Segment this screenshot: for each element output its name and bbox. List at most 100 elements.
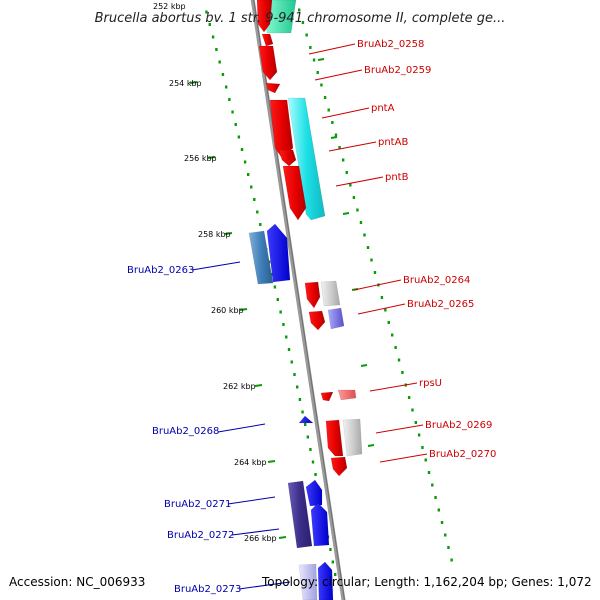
ruler-dot [312,58,316,62]
leader-line [328,141,377,152]
gene-arrow-steel [248,230,274,285]
ruler-dot [450,558,453,562]
ruler-major-tick [207,156,216,159]
gene-label[interactable]: BruAb2_0271 [164,499,231,510]
gene-label[interactable]: BruAb2_0273 [174,584,241,595]
ruler-dot [414,421,418,424]
ruler-dot [380,296,384,299]
ruler-major-tick [278,536,287,539]
ruler-dot [373,271,377,274]
ruler-dot [296,385,299,389]
ruler-dot [334,133,338,137]
ruler-major-tick [189,81,198,84]
gene-label[interactable]: pntB [385,172,409,183]
ruler-dot [356,208,359,212]
ruler-dots [189,8,453,576]
gene-arrow-red [320,391,334,402]
gene-arrow-red [330,456,348,477]
leader-line [353,279,402,291]
ruler-dot [298,398,302,401]
ruler-major-tick [224,232,233,235]
leader-line [238,581,291,590]
gene-label[interactable]: BruAb2_0265 [407,299,474,310]
gene-label[interactable]: BruAb2_0263 [127,265,194,276]
tick-label: 252 kbp [153,2,186,11]
gene-label[interactable]: BruAb2_0270 [429,449,496,460]
ruler-dot [218,60,221,64]
ruler-dot [293,373,296,376]
ruler-dot [444,533,447,537]
gene-features [248,0,363,600]
ruler-dot [215,48,218,51]
ruler-dot [311,460,315,464]
ruler-dot [314,473,317,476]
gene-label[interactable]: pntAB [378,137,408,148]
gene-label[interactable]: BruAb2_0268 [152,426,219,437]
leader-line [321,107,370,119]
gene-label[interactable]: BruAb2_0272 [167,530,234,541]
ruler-dot [205,10,208,14]
ruler-dot [237,135,241,139]
leader-line [314,69,363,81]
ruler-dot [270,273,274,276]
ruler-dot [407,396,411,399]
ruler-major-tick [267,460,276,463]
ruler-dot [345,171,348,174]
ruler-dot [366,246,370,249]
gene-arrow-red [308,310,326,331]
gene-arrow-blue [317,561,334,600]
gene-arrow-red [256,0,273,33]
ruler-dot [301,21,305,24]
ruler-dot [370,258,373,262]
accession-text: Accession: NC_006933 [9,575,145,589]
gene-arrow-blue [305,479,323,507]
gene-label[interactable]: BruAb2_0258 [357,39,424,50]
ruler-dot [387,321,390,324]
ruler-dot [331,560,335,564]
gene-arrow-blue [298,415,314,424]
ruler-dot [253,198,256,201]
ruler-dot [417,433,421,437]
ruler-dot [316,71,319,74]
ruler-major-tick [330,136,338,139]
ruler-dot [334,573,337,576]
tick-label: 264 kbp [234,458,267,467]
gene-label[interactable]: rpsU [419,378,442,389]
gene-label[interactable]: BruAb2_0264 [403,275,470,286]
ruler-dot [327,108,330,112]
gene-arrow-blue [310,502,330,547]
leader-line [217,423,266,433]
ruler-dot [323,96,327,99]
gene-label[interactable]: pntA [371,103,395,114]
tick-label: 258 kbp [198,230,231,239]
ruler-dot [411,408,414,412]
ruler-dot [304,423,307,426]
ruler-dot [306,435,310,439]
ruler-dot [276,298,279,301]
ruler-dot [421,446,424,449]
backbone-line-shadow [253,0,345,600]
ruler-dot [250,185,253,189]
ruler-dot [352,196,356,199]
ruler-dot [243,160,247,164]
ruler-dot [363,233,366,237]
ruler-dot [208,23,211,26]
leader-line [375,424,424,434]
ruler-dot [273,285,277,289]
leader-line [357,303,406,315]
ruler-dot [338,146,341,149]
leader-line [227,496,276,505]
gene-arrow-navy [287,480,313,549]
ruler-dot [401,371,404,374]
gene-label[interactable]: BruAb2_0259 [364,65,431,76]
gene-arrow-red [261,33,274,47]
tick-label: 254 kbp [169,79,202,88]
ruler-major-tick [342,212,350,215]
ruler-dot [234,123,237,126]
tick-label: 256 kbp [184,154,217,163]
gene-label[interactable]: BruAb2_0269 [425,420,492,431]
gene-arrow-purple [327,307,345,330]
gene-arrow-red [258,45,278,81]
ruler-dot [228,98,231,101]
